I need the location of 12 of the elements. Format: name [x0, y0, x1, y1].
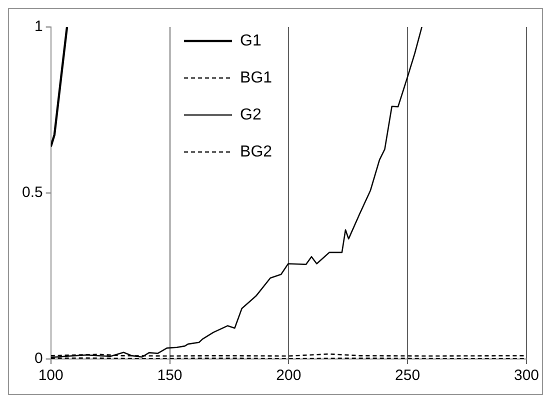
x-tick-label: 300 [514, 367, 539, 384]
x-tick-label: 250 [395, 367, 420, 384]
legend-label: BG2 [240, 143, 272, 160]
y-tick-label: 0.5 [22, 184, 43, 202]
legend-label: G1 [240, 32, 262, 50]
y-tick-label: 1 [34, 18, 43, 36]
legend-label: G2 [240, 106, 262, 124]
x-tick-label: 150 [157, 367, 182, 384]
y-tick-label: 0 [34, 350, 43, 368]
x-tick-label: 100 [38, 367, 64, 384]
x-tick-label: 200 [276, 367, 302, 384]
legend-label: BG1 [240, 69, 272, 86]
